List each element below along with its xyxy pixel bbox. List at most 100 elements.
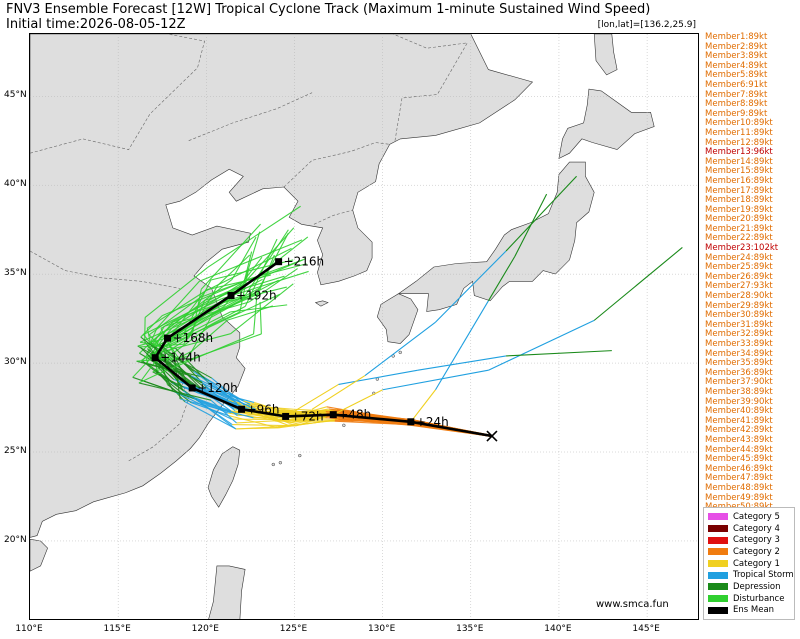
member-intensity-label: Member31:89kt: [705, 319, 773, 330]
start-position-marker: [486, 430, 498, 442]
member-intensity-label: Member12:89kt: [705, 137, 773, 148]
member-track-segment: [230, 304, 288, 313]
ens-mean-time-label: +72h: [291, 409, 324, 423]
member-track-segment: [190, 375, 244, 402]
ens-mean-time-label: +120h: [197, 381, 238, 395]
member-intensity-label: Member28:90kt: [705, 291, 773, 302]
legend-swatch: [708, 548, 728, 556]
legend-swatch: [708, 606, 728, 614]
watermark: www.smca.fun: [596, 599, 669, 610]
member-intensity-label: Member14:89kt: [705, 156, 773, 167]
member-intensity-label: Member2:89kt: [705, 41, 768, 52]
lat-tick-label: 30°N: [4, 357, 27, 368]
member-track-segment: [212, 279, 279, 316]
member-track-segment: [593, 247, 683, 321]
legend-swatch: [708, 536, 728, 544]
ens-mean-time-label: +192h: [236, 288, 277, 302]
lat-tick-label: 40°N: [4, 179, 27, 190]
member-intensity-label: Member39:90kt: [705, 396, 773, 407]
ens-mean-track: +24h +48h +72h +96h +120h +144h +168h +192h +216…: [151, 255, 498, 442]
member-track-segment: [285, 383, 339, 417]
member-track-segment: [158, 356, 203, 384]
current-position: [lon,lat]=[136.2,25.9]: [597, 20, 696, 30]
member-track-segment: [259, 301, 262, 334]
legend-entry: Ens Mean: [708, 605, 790, 617]
legend-swatch: [708, 525, 728, 533]
member-track-segment: [136, 355, 189, 362]
member-list: Member1:89kt Member2:89kt Member3:89kt Memb…: [705, 32, 779, 522]
member-intensity-label: Member1:89kt: [705, 32, 768, 42]
member-intensity-label: Member37:90kt: [705, 377, 773, 388]
legend-label: Ens Mean: [733, 605, 775, 616]
legend-label: Category 4: [733, 523, 780, 534]
legend-entry: Category 5: [708, 511, 790, 523]
legend-entry: Category 1: [708, 558, 790, 570]
member-intensity-label: Member32:89kt: [705, 329, 773, 340]
member-track-segment: [160, 293, 259, 338]
member-intensity-label: Member46:89kt: [705, 463, 773, 474]
legend-label: Category 5: [733, 511, 780, 522]
ens-mean-point: [329, 411, 337, 419]
member-track-segment: [435, 250, 507, 323]
ens-mean-point: [238, 405, 246, 413]
member-intensity-label: Member23:102kt: [705, 243, 779, 254]
land-3: [397, 161, 595, 312]
member-intensity-label: Member47:89kt: [705, 473, 773, 484]
member-intensity-label: Member41:89kt: [705, 415, 773, 426]
member-track-segment: [139, 341, 176, 349]
legend-label: Category 3: [733, 535, 780, 546]
member-intensity-label: Member15:89kt: [705, 166, 773, 177]
member-track-segment: [196, 398, 234, 413]
member-track-segment: [213, 258, 307, 298]
member-track-segment: [208, 293, 281, 328]
legend-label: Depression: [733, 581, 781, 592]
map-panel: +24h +48h +72h +96h +120h +144h +168h +192h +216…: [29, 33, 699, 620]
land-2: [30, 538, 48, 572]
member-intensity-label: Member10:89kt: [705, 118, 773, 129]
member-intensity-label: Member21:89kt: [705, 223, 773, 234]
member-intensity-label: Member7:89kt: [705, 89, 768, 100]
member-track-segment: [227, 305, 274, 321]
land-4: [376, 293, 419, 344]
island-0: [342, 423, 346, 427]
member-intensity-label: Member11:89kt: [705, 127, 773, 138]
member-track-segment: [138, 382, 212, 401]
member-track-segment: [144, 266, 209, 318]
member-track-segment: [488, 319, 595, 371]
legend-label: Category 1: [733, 558, 780, 569]
member-track-segment: [191, 319, 228, 352]
ens-mean-time-label: +168h: [173, 331, 214, 345]
member-track-segment: [328, 408, 415, 422]
lon-tick-label: 140°E: [544, 624, 572, 634]
lon-tick-label: 130°E: [367, 624, 396, 634]
member-track-segment: [245, 229, 289, 295]
member-track-segment: [161, 277, 253, 317]
member-track-segment: [166, 311, 231, 345]
member-track-segment: [461, 300, 489, 346]
border-4: [188, 92, 313, 141]
border-0: [283, 142, 390, 188]
legend-swatch: [708, 513, 728, 521]
member-track-segment: [160, 296, 215, 329]
member-track-segment: [141, 361, 205, 378]
legend-swatch: [708, 583, 728, 591]
legend-entry: Disturbance: [708, 593, 790, 605]
member-intensity-label: Member18:89kt: [705, 195, 773, 206]
member-track-segment: [364, 321, 436, 376]
member-track-segment: [505, 175, 577, 252]
legend-entry: Tropical Storm: [708, 569, 794, 581]
member-track-segment: [140, 336, 205, 388]
member-track-segment: [182, 390, 233, 425]
land-5: [558, 88, 655, 160]
land-8: [208, 565, 246, 619]
member-intensity-label: Member45:89kt: [705, 454, 773, 465]
member-track-segment: [146, 353, 173, 384]
member-track-segment: [139, 346, 175, 380]
legend-entry: Category 2: [708, 546, 790, 558]
member-intensity-label: Member49:89kt: [705, 492, 773, 503]
member-track-segment: [333, 389, 383, 416]
member-track-segment: [230, 283, 294, 335]
member-track-segment: [231, 236, 257, 280]
member-track-segment: [249, 403, 295, 412]
member-intensity-label: Member6:91kt: [705, 79, 768, 90]
